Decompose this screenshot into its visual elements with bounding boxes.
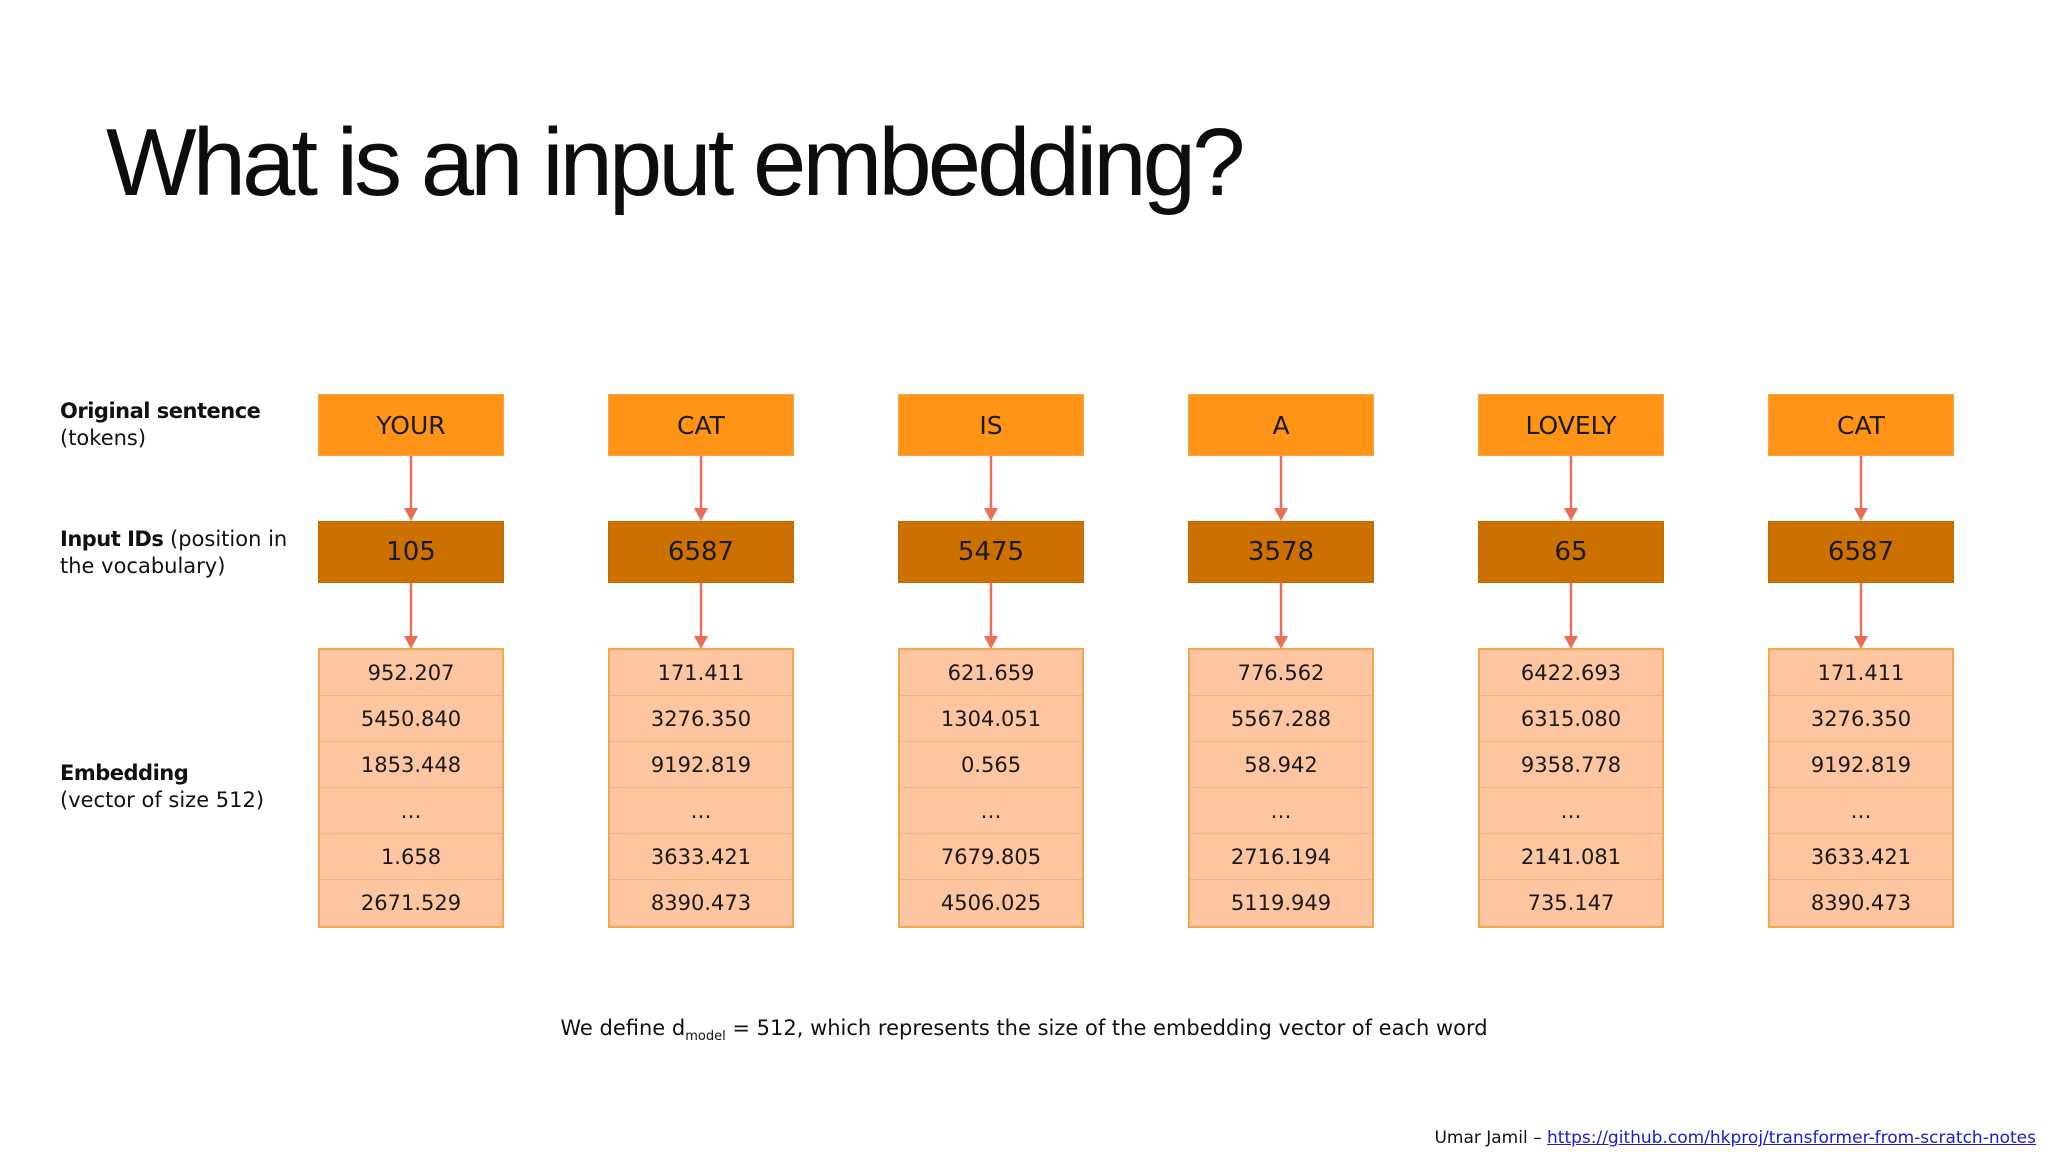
label-embedding-bold: Embedding — [60, 761, 189, 785]
embedding-cell: … — [320, 788, 502, 834]
embedding-cell: 2671.529 — [360, 891, 462, 915]
input-id-box: 3578 — [1188, 521, 1374, 583]
embedding-cell: 776.562 — [1190, 650, 1372, 696]
embedding-cell: … — [1480, 788, 1662, 834]
embedding-cell: 5450.840 — [320, 696, 502, 742]
arrow-down-icon — [984, 583, 998, 649]
arrow-down-icon — [404, 583, 418, 649]
embedding-cell: … — [1190, 788, 1372, 834]
token-box: CAT — [1768, 394, 1954, 456]
embedding-cell: 0.565 — [900, 742, 1082, 788]
token-column: CAT 6587 171.411 3276.350 9192.819… 3633.421 8… — [608, 0, 794, 1152]
arrow-down-icon — [1854, 456, 1868, 521]
embedding-cell: 171.411 — [610, 650, 792, 696]
embedding-cell: 3276.350 — [610, 696, 792, 742]
embedding-cell: 2141.081 — [1480, 834, 1662, 880]
label-input-ids-bold: Input IDs — [60, 527, 164, 551]
embedding-cell: 8390.473 — [650, 891, 752, 915]
embedding-cell: 6315.080 — [1480, 696, 1662, 742]
embedding-cell: 3633.421 — [1770, 834, 1952, 880]
token-column: YOUR 105 952.207 5450.840 1853.448… 1.658 2671… — [318, 0, 504, 1152]
embedding-cell: 9358.778 — [1480, 742, 1662, 788]
arrow-down-icon — [1564, 583, 1578, 649]
embedding-cell: 2716.194 — [1190, 834, 1372, 880]
input-id-box: 105 — [318, 521, 504, 583]
token-box: IS — [898, 394, 1084, 456]
token-box: YOUR — [318, 394, 504, 456]
embedding-cell: … — [610, 788, 792, 834]
token-column: LOVELY 65 6422.693 6315.080 9358.778… 2141.08… — [1478, 0, 1664, 1152]
embedding-cell: 8390.473 — [1810, 891, 1912, 915]
footnote-subscript: model — [685, 1029, 726, 1045]
token-column: A 3578 776.562 5567.288 58.942… 2716.194 5119.… — [1188, 0, 1374, 1152]
embedding-cell: 621.659 — [900, 650, 1082, 696]
label-original-sentence: Original sentence (tokens) — [60, 398, 261, 452]
embedding-cell: … — [1770, 788, 1952, 834]
arrow-down-icon — [1854, 583, 1868, 649]
embedding-cell: 3633.421 — [610, 834, 792, 880]
embedding-cell: 4506.025 — [940, 891, 1042, 915]
embedding-vector: 171.411 3276.350 9192.819… 3633.421 8390.473 — [608, 648, 794, 928]
arrow-down-icon — [1274, 456, 1288, 521]
embedding-cell: … — [900, 788, 1082, 834]
input-id-box: 6587 — [608, 521, 794, 583]
embedding-cell: 1304.051 — [900, 696, 1082, 742]
label-original-sentence-bold: Original sentence — [60, 399, 261, 423]
input-id-box: 5475 — [898, 521, 1084, 583]
footnote-prefix: We define d — [560, 1016, 686, 1040]
embedding-cell: 6422.693 — [1480, 650, 1662, 696]
token-column: CAT 6587 171.411 3276.350 9192.819… 3633.421 8… — [1768, 0, 1954, 1152]
slide-title: What is an input embedding? — [106, 109, 1245, 216]
embedding-cell: 1.658 — [320, 834, 502, 880]
token-column: IS 5475 621.659 1304.051 0.565… 7679.805 4506.… — [898, 0, 1084, 1152]
credit-author: Umar Jamil – — [1434, 1128, 1547, 1148]
embedding-cell: 5119.949 — [1230, 891, 1332, 915]
embedding-cell: 9192.819 — [610, 742, 792, 788]
embedding-vector: 776.562 5567.288 58.942… 2716.194 5119.949 — [1188, 648, 1374, 928]
embedding-cell: 9192.819 — [1770, 742, 1952, 788]
arrow-down-icon — [694, 456, 708, 521]
input-id-box: 65 — [1478, 521, 1664, 583]
label-embedding: Embedding (vector of size 512) — [60, 760, 264, 814]
footnote: We define dmodel = 512, which represents… — [0, 1016, 2048, 1044]
credit: Umar Jamil – https://github.com/hkproj/t… — [1434, 1128, 2036, 1148]
arrow-down-icon — [694, 583, 708, 649]
embedding-cell: 7679.805 — [900, 834, 1082, 880]
label-embedding-sub: (vector of size 512) — [60, 788, 265, 812]
token-box: CAT — [608, 394, 794, 456]
embedding-cell: 735.147 — [1527, 891, 1615, 915]
arrow-down-icon — [1564, 456, 1578, 521]
credit-link[interactable]: https://github.com/hkproj/transformer-fr… — [1547, 1128, 2036, 1148]
embedding-vector: 952.207 5450.840 1853.448… 1.658 2671.529 — [318, 648, 504, 928]
footnote-suffix: = 512, which represents the size of the … — [725, 1016, 1488, 1040]
embedding-cell: 3276.350 — [1770, 696, 1952, 742]
embedding-cell: 171.411 — [1770, 650, 1952, 696]
token-box: LOVELY — [1478, 394, 1664, 456]
input-id-box: 6587 — [1768, 521, 1954, 583]
token-box: A — [1188, 394, 1374, 456]
embedding-vector: 6422.693 6315.080 9358.778… 2141.081 735.147 — [1478, 648, 1664, 928]
arrow-down-icon — [404, 456, 418, 521]
embedding-cell: 952.207 — [320, 650, 502, 696]
embedding-cell: 58.942 — [1190, 742, 1372, 788]
arrow-down-icon — [1274, 583, 1288, 649]
embedding-vector: 621.659 1304.051 0.565… 7679.805 4506.025 — [898, 648, 1084, 928]
embedding-cell: 1853.448 — [320, 742, 502, 788]
label-original-sentence-sub: (tokens) — [60, 426, 147, 450]
embedding-cell: 5567.288 — [1190, 696, 1372, 742]
label-input-ids: Input IDs (position in the vocabulary) — [60, 526, 290, 580]
embedding-vector: 171.411 3276.350 9192.819… 3633.421 8390.473 — [1768, 648, 1954, 928]
arrow-down-icon — [984, 456, 998, 521]
label-input-ids-sub: (position in the vocabulary) — [60, 527, 288, 578]
